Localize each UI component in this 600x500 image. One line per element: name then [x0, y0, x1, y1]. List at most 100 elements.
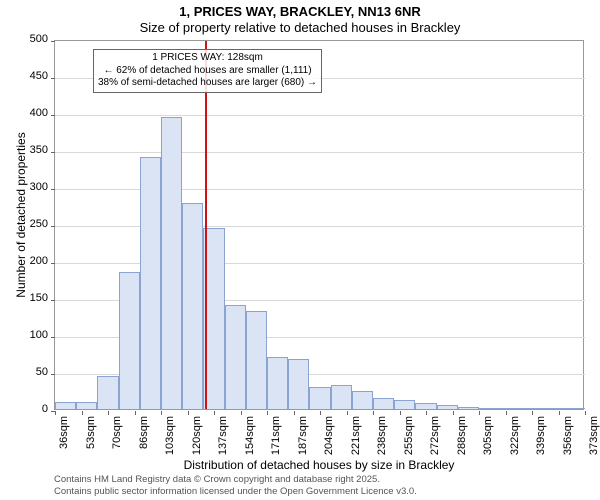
y-tick-label: 350 [20, 144, 48, 156]
x-tick-mark [214, 411, 215, 415]
x-tick-mark [347, 411, 348, 415]
histogram-bar [225, 305, 246, 409]
x-tick-mark [241, 411, 242, 415]
histogram-bar [161, 117, 182, 409]
y-tick-mark [51, 189, 55, 190]
y-tick-mark [51, 337, 55, 338]
y-tick-label: 300 [20, 181, 48, 193]
histogram-bar [543, 408, 564, 409]
x-tick-label: 171sqm [270, 416, 282, 466]
y-tick-label: 450 [20, 70, 48, 82]
histogram-bar [246, 311, 267, 409]
x-tick-mark [453, 411, 454, 415]
x-tick-label: 255sqm [403, 416, 415, 466]
x-tick-mark [320, 411, 321, 415]
histogram-bar [352, 391, 373, 410]
gridline [55, 189, 585, 190]
annotation-box: 1 PRICES WAY: 128sqm← 62% of detached ho… [93, 49, 322, 93]
x-tick-label: 53sqm [85, 416, 97, 466]
histogram-bar [437, 405, 458, 409]
gridline [55, 226, 585, 227]
y-tick-label: 100 [20, 329, 48, 341]
gridline [55, 152, 585, 153]
x-tick-mark [400, 411, 401, 415]
histogram-bar [564, 408, 585, 409]
histogram-bar [458, 407, 479, 409]
y-tick-mark [51, 374, 55, 375]
x-tick-label: 204sqm [323, 416, 335, 466]
x-tick-label: 70sqm [111, 416, 123, 466]
x-tick-label: 137sqm [217, 416, 229, 466]
x-tick-mark [161, 411, 162, 415]
y-tick-mark [51, 78, 55, 79]
histogram-bar [373, 398, 394, 409]
y-tick-label: 250 [20, 218, 48, 230]
x-tick-label: 221sqm [350, 416, 362, 466]
credit-line-2: Contains public sector information licen… [54, 486, 417, 497]
x-tick-label: 305sqm [482, 416, 494, 466]
histogram-bar [521, 408, 542, 409]
y-tick-label: 150 [20, 292, 48, 304]
histogram-bar [267, 357, 288, 409]
histogram-bar [119, 272, 140, 409]
x-tick-label: 339sqm [535, 416, 547, 466]
x-tick-mark [559, 411, 560, 415]
x-tick-mark [55, 411, 56, 415]
y-tick-label: 500 [20, 33, 48, 45]
y-tick-mark [51, 300, 55, 301]
x-tick-mark [108, 411, 109, 415]
chart-title-line2: Size of property relative to detached ho… [0, 20, 600, 35]
x-tick-mark [82, 411, 83, 415]
y-tick-label: 200 [20, 255, 48, 267]
y-tick-mark [51, 263, 55, 264]
y-tick-mark [51, 41, 55, 42]
histogram-bar [288, 359, 309, 409]
x-tick-mark [506, 411, 507, 415]
histogram-bar [500, 408, 521, 409]
x-tick-label: 322sqm [509, 416, 521, 466]
histogram-bar [140, 157, 161, 409]
gridline [55, 115, 585, 116]
x-tick-mark [135, 411, 136, 415]
y-tick-label: 0 [20, 403, 48, 415]
annotation-line3: 38% of semi-detached houses are larger (… [98, 77, 317, 90]
x-tick-label: 86sqm [138, 416, 150, 466]
y-tick-mark [51, 152, 55, 153]
gridline [55, 263, 585, 264]
x-tick-label: 103sqm [164, 416, 176, 466]
x-tick-label: 187sqm [297, 416, 309, 466]
property-marker-line [205, 41, 207, 409]
histogram-bar [394, 400, 415, 409]
histogram-bar [55, 402, 76, 409]
histogram-bar [76, 402, 97, 409]
y-tick-mark [51, 115, 55, 116]
y-tick-mark [51, 226, 55, 227]
x-tick-mark [426, 411, 427, 415]
x-tick-label: 36sqm [58, 416, 70, 466]
x-axis-label: Distribution of detached houses by size … [54, 458, 584, 472]
x-tick-mark [373, 411, 374, 415]
x-tick-mark [532, 411, 533, 415]
x-tick-label: 154sqm [244, 416, 256, 466]
credit-line-1: Contains HM Land Registry data © Crown c… [54, 474, 380, 485]
chart-container: 1, PRICES WAY, BRACKLEY, NN13 6NR Size o… [0, 0, 600, 500]
chart-title-line1: 1, PRICES WAY, BRACKLEY, NN13 6NR [0, 4, 600, 19]
histogram-bar [331, 385, 352, 409]
y-tick-label: 400 [20, 107, 48, 119]
x-tick-label: 272sqm [429, 416, 441, 466]
annotation-line1: 1 PRICES WAY: 128sqm [98, 52, 317, 65]
x-tick-label: 238sqm [376, 416, 388, 466]
x-tick-mark [188, 411, 189, 415]
y-tick-label: 50 [20, 366, 48, 378]
x-tick-mark [585, 411, 586, 415]
x-tick-mark [267, 411, 268, 415]
histogram-bar [415, 403, 436, 409]
histogram-bar [182, 203, 203, 409]
plot-area: 1 PRICES WAY: 128sqm← 62% of detached ho… [54, 40, 584, 410]
x-tick-mark [294, 411, 295, 415]
x-tick-mark [479, 411, 480, 415]
x-tick-label: 356sqm [562, 416, 574, 466]
annotation-line2: ← 62% of detached houses are smaller (1,… [98, 65, 317, 78]
x-tick-label: 373sqm [588, 416, 600, 466]
histogram-bar [97, 376, 118, 409]
